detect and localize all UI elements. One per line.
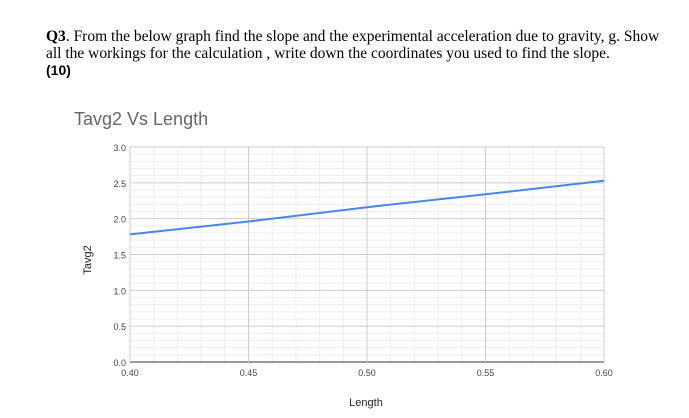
y-tick-label: 2.5 (113, 179, 126, 189)
y-tick-label: 3.0 (113, 143, 126, 153)
chart-title: Tavg2 Vs Length (74, 109, 208, 129)
x-tick-label: 0.45 (240, 368, 258, 378)
y-tick-label: 1.5 (113, 251, 126, 261)
question-text: Q3. From the below graph find the slope … (46, 28, 676, 79)
x-tick-label: 0.55 (477, 368, 495, 378)
x-axis-label: Length (349, 397, 383, 409)
y-tick-labels: 0.0 0.5 1.0 1.5 2.0 2.5 3.0 (113, 143, 126, 368)
question-body: . From the below graph find the slope an… (46, 28, 660, 62)
x-tick-label: 0.60 (595, 368, 613, 378)
series-group (129, 179, 605, 236)
y-tick-label: 0.5 (113, 322, 126, 332)
y-tick-label: 0.0 (113, 358, 126, 368)
question-number: Q3 (46, 28, 66, 45)
major-gridlines (129, 146, 605, 363)
y-tick-label: 2.0 (113, 215, 126, 225)
y-axis-label: Tavg2 (82, 245, 94, 274)
question-marks: (10) (46, 62, 71, 78)
x-tick-label: 0.50 (358, 368, 376, 378)
y-tick-label: 1.0 (113, 286, 126, 296)
x-tick-labels: 0.40 0.45 0.50 0.55 0.60 (121, 368, 613, 378)
x-tick-label: 0.40 (121, 368, 139, 378)
series-line (129, 179, 605, 236)
